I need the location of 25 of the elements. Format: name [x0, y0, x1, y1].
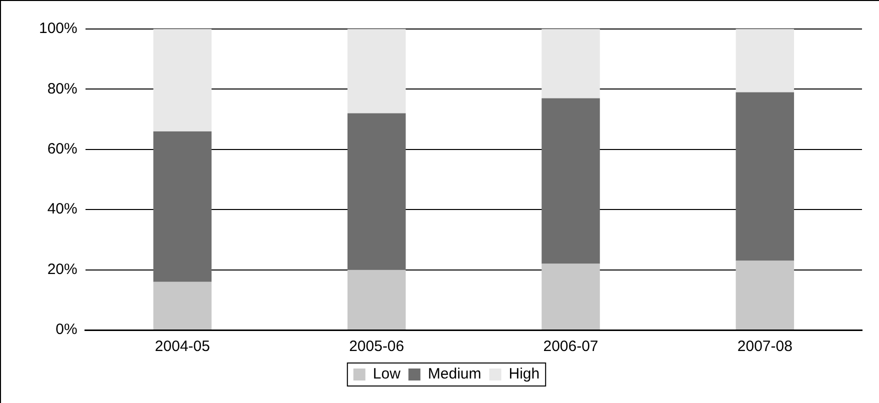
- x-tick-label: 2004-05: [154, 338, 210, 356]
- y-tick-label: 60%: [47, 140, 78, 158]
- legend-label: Low: [372, 366, 401, 383]
- x-tick-label: 2006-07: [543, 338, 598, 356]
- bar: [736, 92, 794, 261]
- y-tick-label: 20%: [47, 260, 78, 278]
- bar: [736, 260, 794, 330]
- x-tick-label: 2005-06: [349, 338, 404, 356]
- bar: [542, 98, 600, 264]
- bar: [153, 131, 212, 282]
- bar: [347, 270, 406, 330]
- bar: [542, 264, 600, 330]
- x-tick-label: 2007-08: [737, 338, 792, 356]
- bar: [153, 282, 212, 330]
- bar: [347, 29, 406, 114]
- y-tick-label: 0%: [56, 321, 78, 338]
- bar: [153, 29, 212, 132]
- y-tick-label: 40%: [47, 200, 78, 218]
- bar: [347, 113, 406, 270]
- legend-label: High: [508, 366, 540, 383]
- bar: [542, 29, 600, 98]
- y-tick-label: 80%: [47, 80, 78, 98]
- bar: [736, 29, 794, 92]
- y-tick-label: 100%: [38, 20, 78, 38]
- legend-label: Medium: [428, 366, 482, 383]
